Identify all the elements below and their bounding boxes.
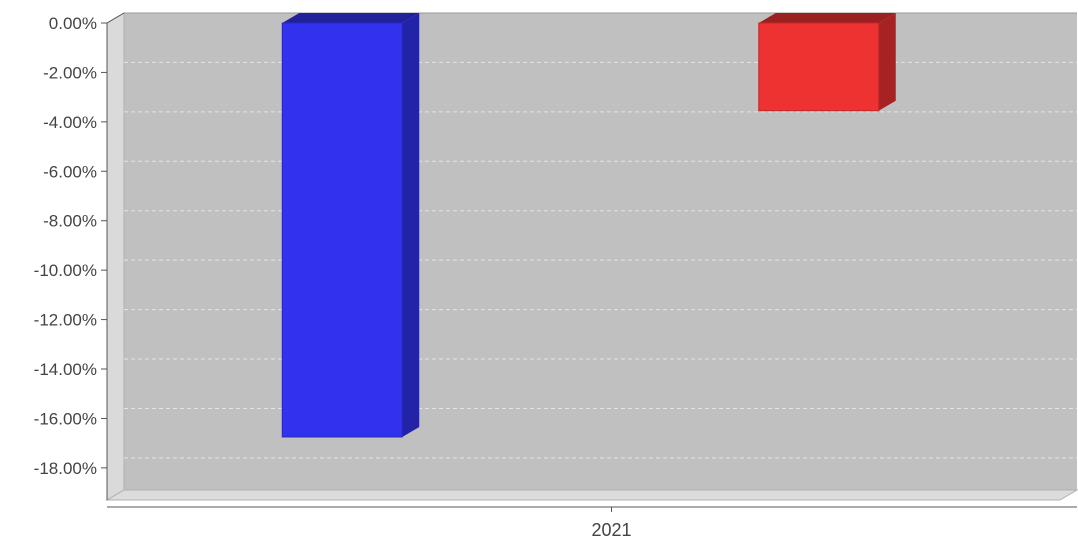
y-axis-ticks: 0.00% -2.00% -4.00% -6.00% -8.00% -10.00% -12.… bbox=[34, 14, 108, 500]
bar-top-face bbox=[282, 13, 420, 23]
bar bbox=[281, 13, 420, 438]
y-tick-label: -8.00% bbox=[43, 212, 97, 231]
bar-front-face bbox=[281, 22, 403, 438]
gridlines bbox=[106, 12, 1077, 459]
y-tick-label: -6.00% bbox=[43, 162, 97, 181]
bars bbox=[281, 13, 896, 438]
y-tick-label: -18.00% bbox=[34, 459, 97, 478]
chart-walls bbox=[105, 12, 1078, 501]
bar bbox=[758, 13, 896, 112]
y-tick-label: -4.00% bbox=[43, 113, 97, 132]
y-tick-label: -16.00% bbox=[34, 409, 97, 428]
y-tick-label: -12.00% bbox=[34, 311, 97, 330]
x-axis: 2021 bbox=[107, 506, 1077, 540]
y-tick-label: -10.00% bbox=[34, 261, 97, 280]
bar-top-face bbox=[758, 13, 896, 23]
floor bbox=[105, 489, 1078, 501]
left-wall bbox=[106, 12, 125, 501]
plot-corner-edge bbox=[106, 12, 125, 24]
bar-side-face bbox=[878, 13, 896, 111]
back-wall bbox=[124, 13, 1077, 490]
y-tick-label: -2.00% bbox=[43, 63, 97, 82]
y-tick-label: -14.00% bbox=[34, 360, 97, 379]
bar-side-face bbox=[402, 13, 420, 437]
y-tick-label: 0.00% bbox=[49, 14, 97, 33]
x-category-label: 2021 bbox=[591, 520, 631, 540]
bar-front-face bbox=[758, 22, 880, 112]
